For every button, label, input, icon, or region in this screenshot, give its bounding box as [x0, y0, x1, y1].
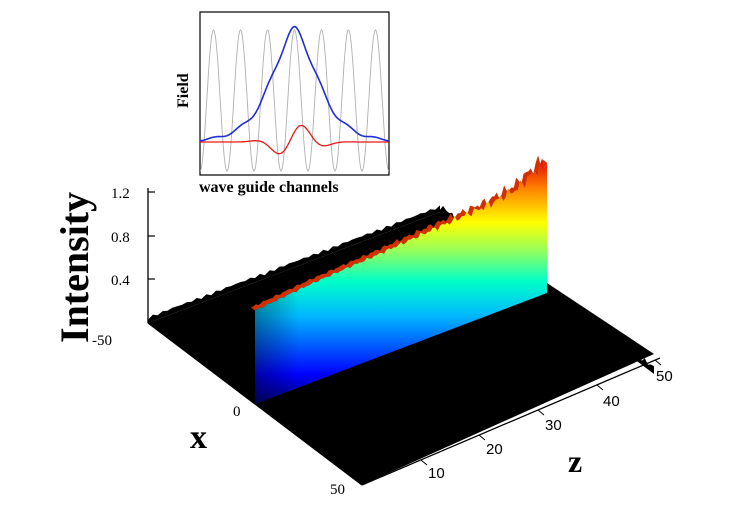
x-tick-label: -50	[92, 333, 112, 349]
z-axis-line	[361, 357, 661, 486]
inset-series-red	[200, 124, 389, 155]
beam-ridge-shade	[255, 158, 547, 404]
x-tick-label: 50	[330, 482, 345, 498]
z-tick-mark	[596, 384, 604, 391]
z-tick-label: 20	[486, 441, 503, 458]
intensity-ticks: 1.2 0.8 0.4	[111, 186, 155, 289]
z-tick-mark	[654, 359, 662, 366]
intensity-tick-label: 0.8	[111, 230, 130, 246]
inset-series-blue	[199, 25, 390, 142]
x-tick-mark	[239, 391, 247, 398]
z-axis-title: z	[568, 443, 582, 479]
z-tick-mark	[478, 434, 486, 441]
intensity-tick-label: 1.2	[111, 186, 130, 202]
surface-far-edge	[148, 205, 440, 323]
x-tick-label: 0	[233, 404, 241, 420]
inset-ylabel: Field	[175, 73, 192, 108]
inset-xlabel: wave guide channels	[199, 179, 339, 196]
x-ticks: -50 0 50	[92, 333, 345, 498]
inset-series-potential	[199, 29, 390, 172]
z-ticks: 10 20 30 40 50	[420, 359, 673, 482]
z-tick-label: 40	[603, 393, 620, 410]
inset-frame	[199, 11, 390, 176]
z-tick-label: 10	[428, 465, 445, 482]
surface-plot: 1.2 0.8 0.4 -50 0 50 10 20 30 40 50 Inte…	[52, 155, 673, 498]
x-axis-title: x	[190, 419, 207, 456]
intensity-axis-title: Intensity	[52, 192, 97, 343]
inset-plot: Field wave guide channels	[175, 11, 390, 196]
z-tick-mark	[420, 459, 428, 466]
z-tick-label: 30	[545, 417, 562, 434]
beam-ridge-top	[251, 155, 547, 311]
intensity-tick-label: 0.4	[111, 273, 130, 289]
z-tick-label: 50	[656, 368, 673, 385]
z-tick-mark	[537, 409, 545, 416]
